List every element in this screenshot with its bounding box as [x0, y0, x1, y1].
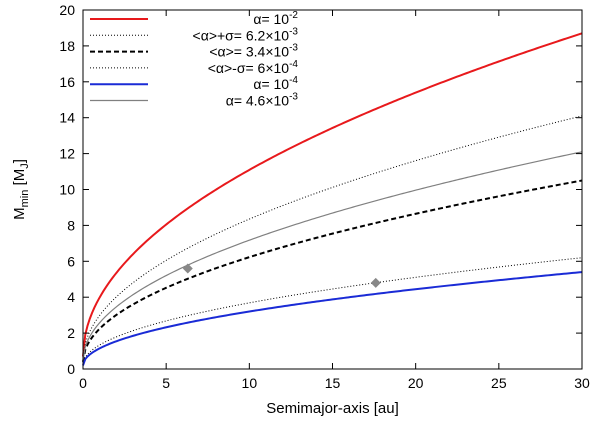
y-axis-title-close: ]: [11, 159, 28, 163]
x-axis-title: Semimajor-axis [au]: [266, 400, 399, 417]
x-tick-label: 5: [162, 375, 170, 391]
legend-label-6: α= 4.6×10-3: [226, 92, 299, 109]
y-tick-label: 20: [59, 2, 75, 18]
legend-label-4: <α>-σ= 6×10-4: [208, 59, 299, 76]
series-line-1: [82, 32, 583, 357]
y-tick-label: 6: [67, 253, 75, 269]
y-axis-title: Mmin [MJ]: [11, 159, 31, 220]
y-tick-label: 16: [59, 74, 75, 90]
x-tick-label: 30: [574, 375, 590, 391]
legend: α= 10-2<α>+σ= 6.2×10-3<α>= 3.4×10-3<α>-σ…: [90, 10, 298, 109]
x-tick-label: 20: [408, 375, 424, 391]
y-tick-label: 4: [67, 289, 75, 305]
series-line-4: [82, 257, 583, 365]
series-line-3: [82, 179, 583, 363]
y-tick-label: 18: [59, 38, 75, 54]
y-tick-label: 8: [67, 217, 75, 233]
legend-label-1: α= 10-2: [253, 10, 298, 27]
y-tick-label: 10: [59, 182, 75, 198]
y-tick-label: 12: [59, 146, 75, 162]
x-tick-label: 25: [491, 375, 507, 391]
x-tick-label: 0: [79, 375, 87, 391]
series-line-5: [82, 271, 583, 366]
y-tick-label: 14: [59, 110, 75, 126]
series-curves: [82, 32, 583, 366]
y-tick-label: 2: [67, 325, 75, 341]
x-tick-label: 10: [242, 375, 258, 391]
series-line-6: [82, 151, 583, 362]
y-axis-title-main: M: [11, 207, 28, 220]
series-line-2: [82, 115, 583, 361]
y-tick-label: 0: [67, 361, 75, 377]
legend-label-5: α= 10-4: [253, 75, 298, 92]
data-markers: [182, 263, 381, 288]
axis-ticks: [82, 9, 583, 370]
diamond-marker-1: [182, 263, 193, 274]
y-axis-title-unit-sub: J: [19, 163, 31, 169]
y-axis-title-sub: min: [19, 190, 31, 208]
x-tick-label: 15: [325, 375, 341, 391]
y-axis-title-unit: [M: [11, 169, 28, 190]
legend-label-2: <α>+σ= 6.2×10-3: [193, 26, 299, 43]
tick-labels: 0 5 10 15 20 25 30 0 2 4 6 8 10 12 14 16 18 20: [59, 2, 590, 391]
diamond-marker-2: [370, 277, 381, 288]
legend-label-3: <α>= 3.4×10-3: [209, 43, 298, 60]
